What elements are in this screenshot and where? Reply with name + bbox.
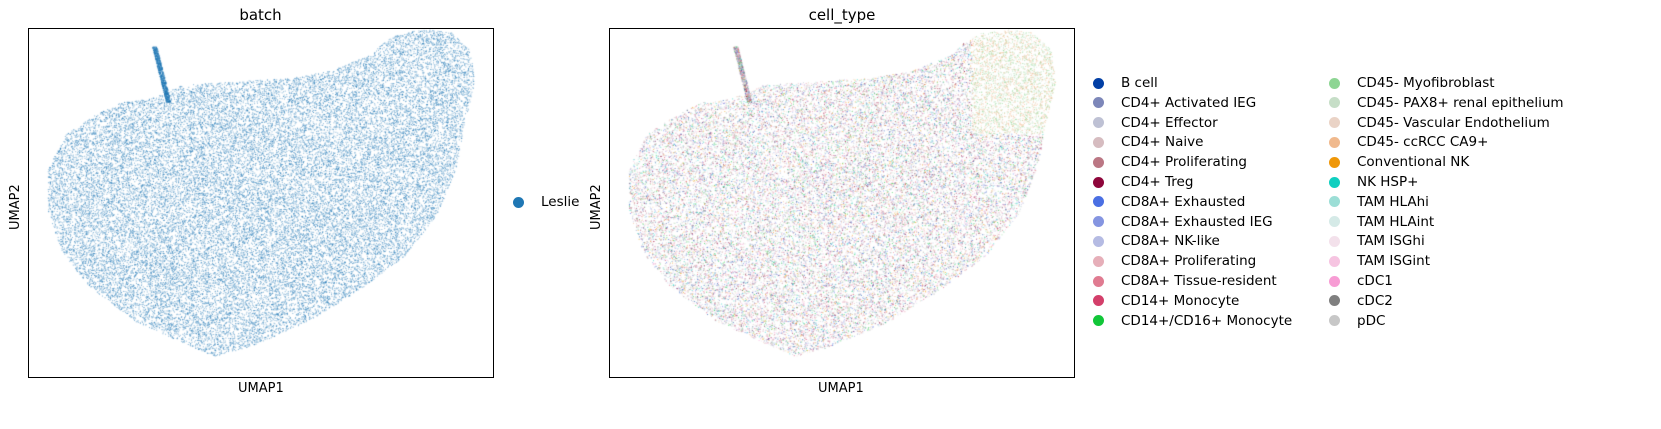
cell-type-y-axis-label: UMAP2: [589, 184, 604, 230]
legend-marker: [513, 196, 524, 208]
legend-item: Conventional NK: [1329, 154, 1469, 170]
legend-label: CD8A+ Tissue-resident: [1121, 273, 1277, 289]
legend-marker: [1093, 136, 1104, 148]
legend-label: TAM HLAhi: [1357, 193, 1429, 210]
legend-label: CD45- ccRCC CA9+: [1357, 134, 1489, 151]
legend-item: TAM ISGhi: [1329, 233, 1425, 249]
legend-marker: [1093, 255, 1104, 267]
legend-marker: [1329, 235, 1340, 247]
legend-label: Leslie: [541, 194, 580, 210]
legend-item: CD4+ Treg: [1093, 174, 1193, 190]
legend-marker: [1093, 156, 1104, 168]
legend-marker: [1093, 295, 1104, 307]
legend-item: CD14+ Monocyte: [1093, 293, 1239, 309]
legend-label: CD4+ Proliferating: [1121, 154, 1247, 171]
legend-label: CD45- Vascular Endothelium: [1357, 114, 1550, 131]
legend-marker: [1329, 136, 1340, 148]
cell-type-scatter-points: [610, 29, 1074, 377]
legend-item: CD4+ Effector: [1093, 115, 1218, 131]
legend-item: CD45- Myofibroblast: [1329, 75, 1495, 91]
legend-label: cDC2: [1357, 292, 1393, 309]
legend-item: Leslie: [513, 194, 579, 210]
legend-marker: [1093, 117, 1104, 129]
legend-item: CD8A+ Proliferating: [1093, 253, 1256, 269]
legend-item: CD8A+ Exhausted: [1093, 194, 1245, 210]
legend-marker: [1329, 156, 1340, 168]
legend-label: CD8A+ Exhausted: [1121, 193, 1246, 210]
batch-scatter-points: [29, 29, 493, 377]
legend-marker: [1329, 97, 1340, 109]
legend-item: CD8A+ Exhausted IEG: [1093, 214, 1273, 230]
legend-marker: [1093, 97, 1104, 109]
legend-item: CD4+ Naive: [1093, 134, 1203, 150]
legend-marker: [1093, 315, 1104, 327]
legend-item: pDC: [1329, 313, 1385, 329]
legend-item: TAM ISGint: [1329, 253, 1430, 269]
legend-label: CD8A+ NK-like: [1121, 233, 1220, 250]
legend-item: CD45- PAX8+ renal epithelium: [1329, 95, 1564, 111]
legend-item: TAM HLAint: [1329, 214, 1434, 230]
cell-type-x-axis-label: UMAP1: [818, 381, 864, 396]
legend-item: TAM HLAhi: [1329, 194, 1429, 210]
batch-x-axis-label: UMAP1: [238, 381, 284, 396]
legend-item: B cell: [1093, 75, 1158, 91]
legend-marker: [1329, 315, 1340, 327]
legend-marker: [1329, 117, 1340, 129]
legend-item: CD45- ccRCC CA9+: [1329, 134, 1488, 150]
batch-panel-title: batch: [239, 6, 282, 24]
legend-label: CD4+ Effector: [1121, 114, 1218, 131]
legend-marker: [1093, 77, 1104, 89]
legend-marker: [1329, 176, 1340, 188]
legend-label: NK HSP+: [1357, 174, 1419, 190]
legend-label: TAM ISGhi: [1357, 233, 1425, 250]
legend-label: B cell: [1121, 75, 1158, 91]
legend-marker: [1329, 216, 1340, 228]
legend-marker: [1329, 255, 1340, 267]
legend-label: CD45- Myofibroblast: [1357, 75, 1495, 91]
legend-label: CD4+ Treg: [1121, 174, 1194, 190]
legend-item: CD4+ Proliferating: [1093, 154, 1247, 170]
legend-item: CD4+ Activated IEG: [1093, 95, 1256, 111]
legend-item: cDC2: [1329, 293, 1393, 309]
legend-marker: [1093, 176, 1104, 188]
legend-marker: [1093, 216, 1104, 228]
legend-item: CD8A+ NK-like: [1093, 233, 1220, 249]
legend-marker: [1329, 275, 1340, 287]
cell-type-plot-area: [609, 28, 1075, 378]
legend-marker: [1329, 196, 1340, 208]
cell-type-panel-title: cell_type: [808, 6, 876, 24]
legend-marker: [1093, 196, 1104, 208]
legend-label: CD14+ Monocyte: [1121, 292, 1240, 309]
legend-label: TAM HLAint: [1357, 213, 1435, 230]
legend-label: CD8A+ Exhausted IEG: [1121, 213, 1273, 230]
legend-marker: [1093, 275, 1104, 287]
legend-label: CD14+/CD16+ Monocyte: [1121, 312, 1293, 329]
batch-plot-area: [28, 28, 494, 378]
batch-y-axis-label: UMAP2: [8, 184, 23, 230]
legend-item: CD8A+ Tissue-resident: [1093, 273, 1277, 289]
legend-marker: [1329, 77, 1340, 89]
legend-label: CD8A+ Proliferating: [1121, 253, 1257, 270]
legend-label: TAM ISGint: [1357, 253, 1430, 270]
legend-label: CD45- PAX8+ renal epithelium: [1357, 94, 1564, 111]
legend-label: pDC: [1357, 312, 1386, 329]
legend-label: cDC1: [1357, 273, 1393, 289]
legend-item: CD14+/CD16+ Monocyte: [1093, 313, 1292, 329]
legend-item: NK HSP+: [1329, 174, 1418, 190]
legend-item: CD45- Vascular Endothelium: [1329, 115, 1550, 131]
legend-label: Conventional NK: [1357, 154, 1470, 171]
legend-item: cDC1: [1329, 273, 1393, 289]
legend-label: CD4+ Naive: [1121, 134, 1204, 151]
legend-label: CD4+ Activated IEG: [1121, 94, 1257, 111]
legend-marker: [1093, 235, 1104, 247]
legend-marker: [1329, 295, 1340, 307]
